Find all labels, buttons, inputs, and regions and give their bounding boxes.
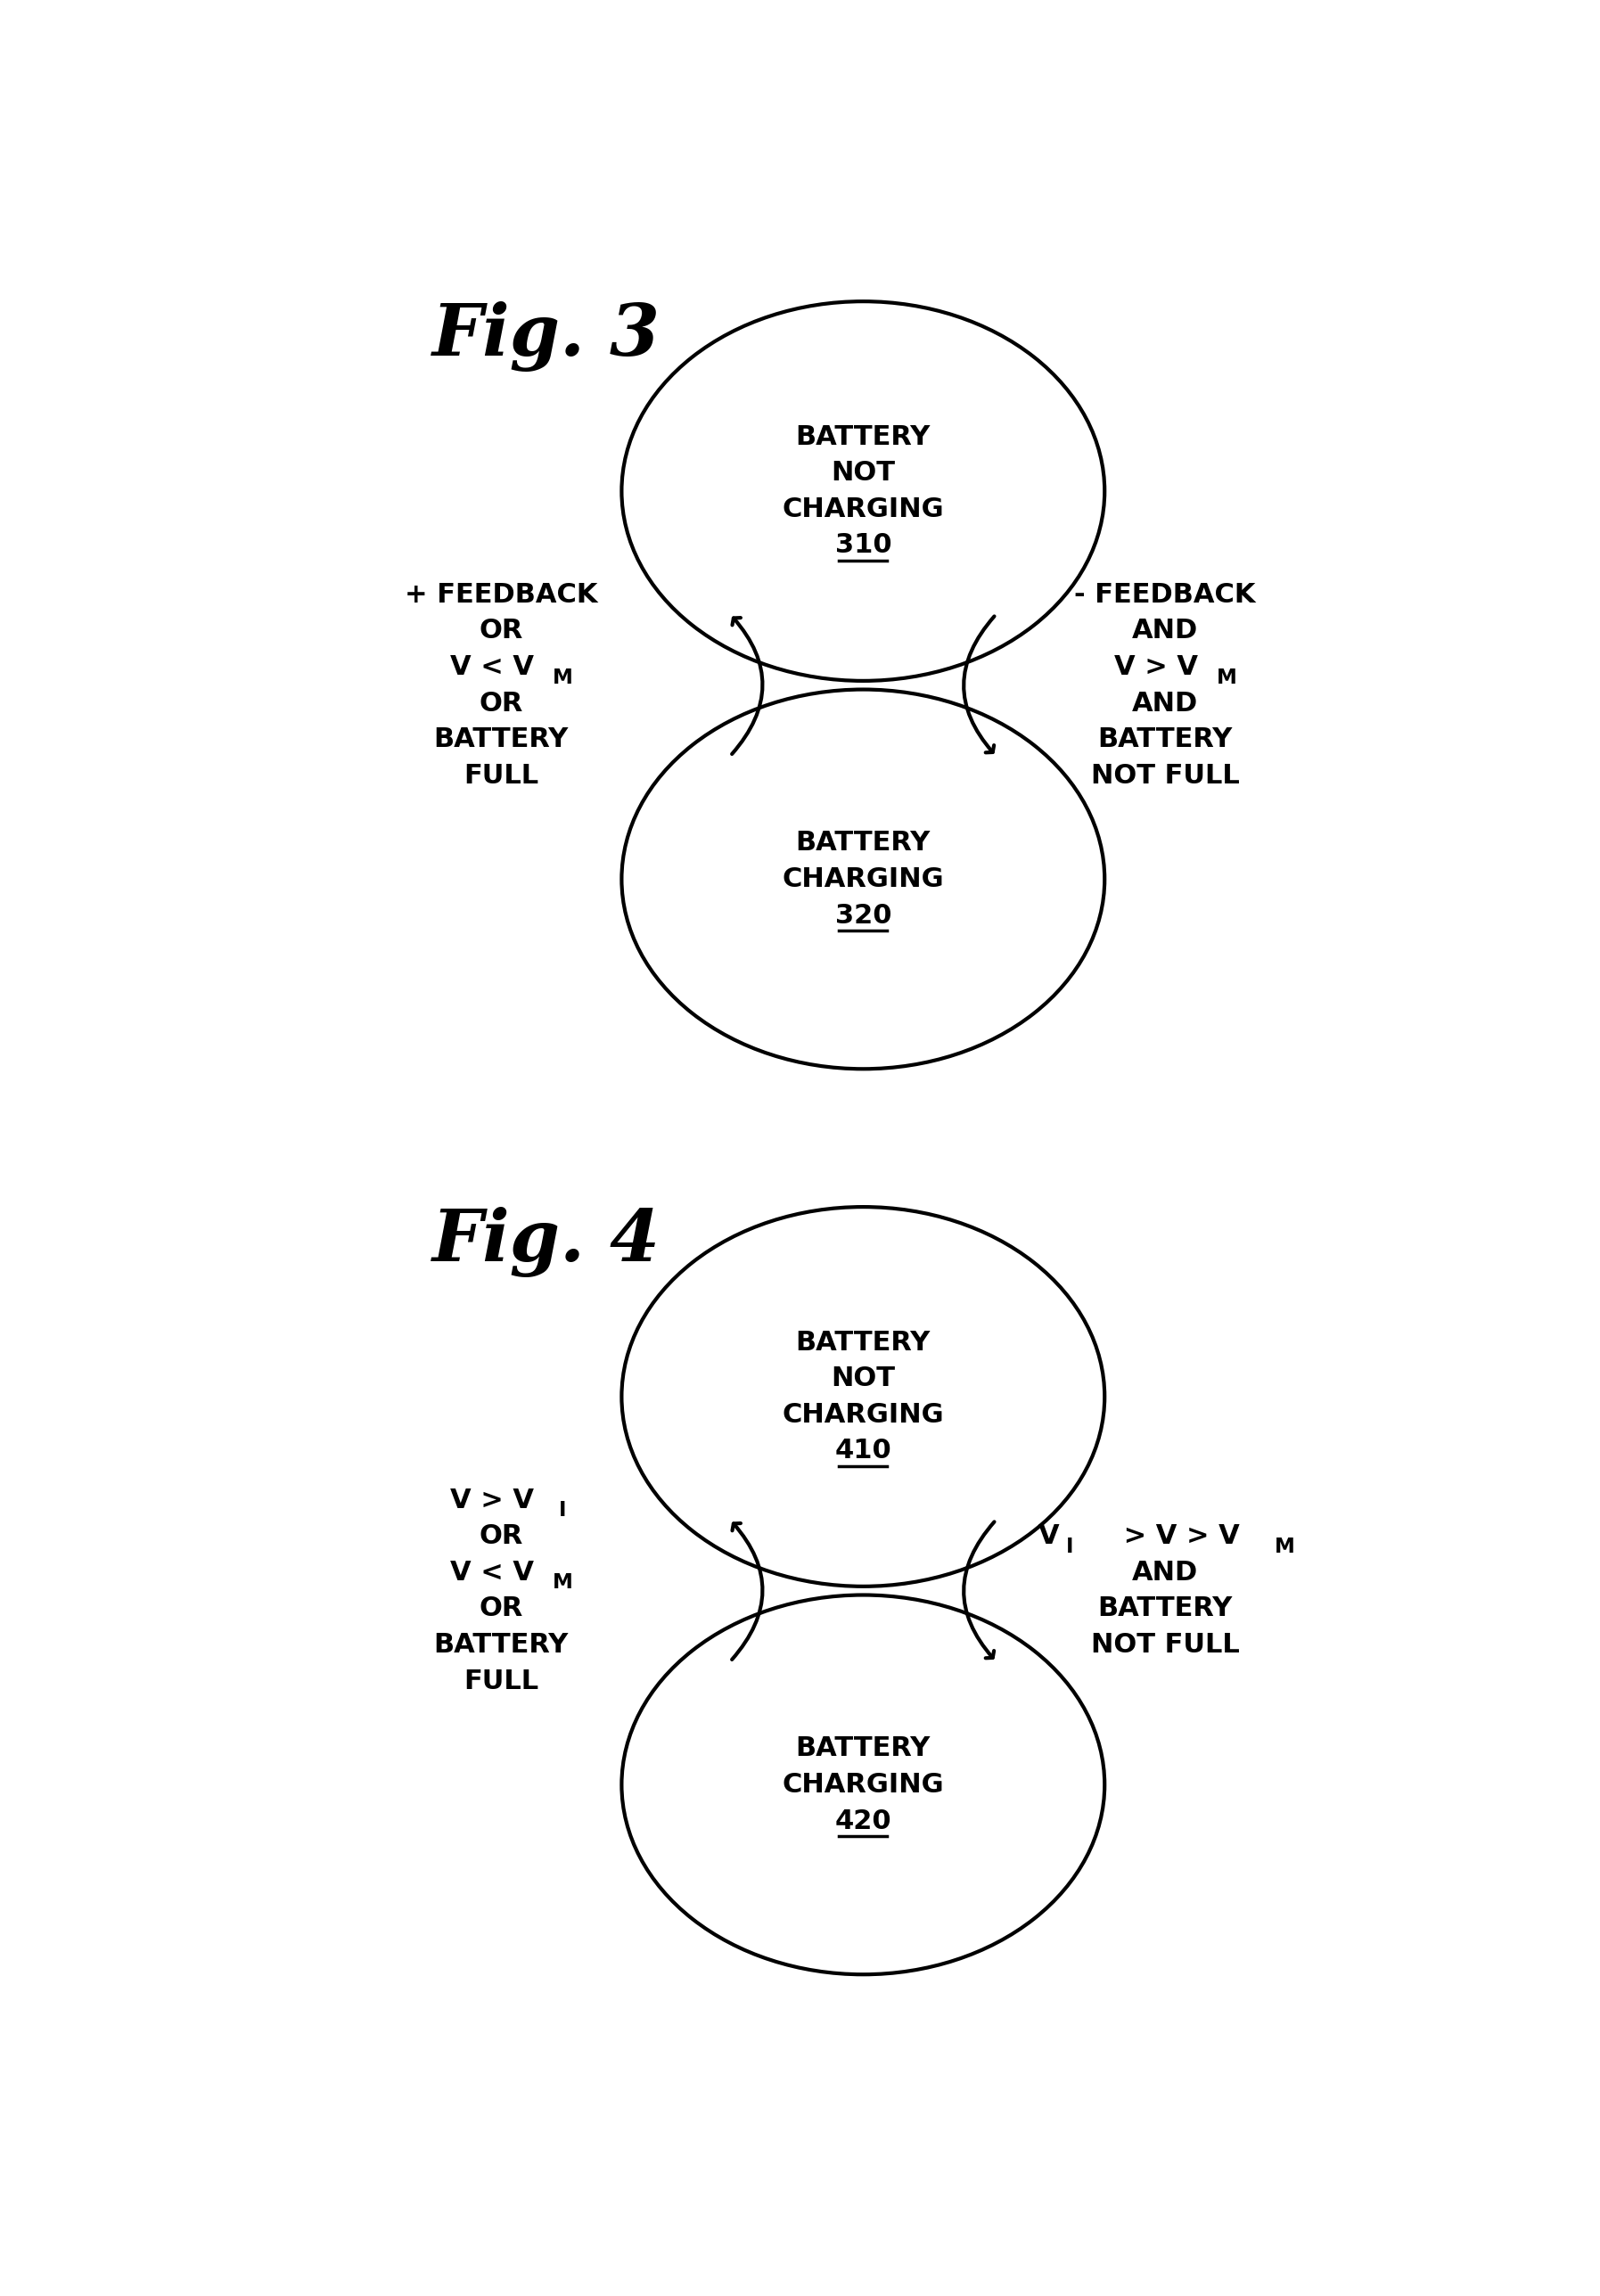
Text: BATTERY: BATTERY bbox=[795, 1736, 931, 1761]
Text: Fig. 3: Fig. 3 bbox=[432, 301, 661, 372]
Text: 310: 310 bbox=[835, 533, 891, 558]
Text: + FEEDBACK: + FEEDBACK bbox=[405, 581, 597, 608]
Text: BATTERY: BATTERY bbox=[434, 726, 568, 753]
Text: V > V: V > V bbox=[450, 1488, 534, 1513]
Text: OR: OR bbox=[478, 1525, 523, 1550]
Text: 410: 410 bbox=[835, 1437, 891, 1465]
Text: BATTERY: BATTERY bbox=[795, 425, 931, 450]
Text: 320: 320 bbox=[835, 902, 891, 928]
Text: FULL: FULL bbox=[464, 762, 538, 788]
Ellipse shape bbox=[622, 1596, 1104, 1975]
Text: - FEEDBACK: - FEEDBACK bbox=[1074, 581, 1256, 608]
Text: CHARGING: CHARGING bbox=[782, 1403, 944, 1428]
Text: Fig. 4: Fig. 4 bbox=[432, 1208, 661, 1277]
Text: CHARGING: CHARGING bbox=[782, 866, 944, 893]
Text: V > V: V > V bbox=[1115, 654, 1198, 680]
FancyArrowPatch shape bbox=[731, 618, 763, 753]
Text: OR: OR bbox=[478, 691, 523, 716]
Ellipse shape bbox=[622, 689, 1104, 1070]
Text: BATTERY: BATTERY bbox=[795, 831, 931, 856]
Text: I: I bbox=[1066, 1536, 1074, 1557]
Text: BATTERY: BATTERY bbox=[434, 1632, 568, 1658]
Text: AND: AND bbox=[1131, 691, 1198, 716]
Text: V < V: V < V bbox=[450, 654, 534, 680]
Ellipse shape bbox=[622, 301, 1104, 682]
Text: M: M bbox=[1216, 668, 1237, 687]
Text: NOT FULL: NOT FULL bbox=[1091, 1632, 1240, 1658]
Text: V: V bbox=[1038, 1525, 1059, 1550]
Text: M: M bbox=[1275, 1536, 1294, 1557]
Text: BATTERY: BATTERY bbox=[795, 1329, 931, 1355]
FancyArrowPatch shape bbox=[963, 615, 994, 753]
Text: AND: AND bbox=[1131, 618, 1198, 643]
Text: BATTERY: BATTERY bbox=[1098, 1596, 1232, 1621]
FancyArrowPatch shape bbox=[963, 1522, 994, 1658]
Text: V < V: V < V bbox=[450, 1559, 534, 1587]
Text: CHARGING: CHARGING bbox=[782, 1773, 944, 1798]
Text: OR: OR bbox=[478, 1596, 523, 1621]
Text: I: I bbox=[558, 1499, 566, 1520]
Text: CHARGING: CHARGING bbox=[782, 496, 944, 521]
Text: > V > V: > V > V bbox=[1115, 1525, 1240, 1550]
Text: NOT: NOT bbox=[830, 459, 896, 487]
FancyArrowPatch shape bbox=[731, 1522, 763, 1660]
Ellipse shape bbox=[622, 1208, 1104, 1587]
Text: NOT FULL: NOT FULL bbox=[1091, 762, 1240, 788]
Text: M: M bbox=[552, 668, 573, 687]
Text: FULL: FULL bbox=[464, 1669, 538, 1694]
Text: M: M bbox=[552, 1573, 573, 1593]
Text: NOT: NOT bbox=[830, 1366, 896, 1391]
Text: AND: AND bbox=[1131, 1559, 1198, 1587]
Text: OR: OR bbox=[478, 618, 523, 643]
Text: BATTERY: BATTERY bbox=[1098, 726, 1232, 753]
Text: 420: 420 bbox=[835, 1807, 891, 1835]
